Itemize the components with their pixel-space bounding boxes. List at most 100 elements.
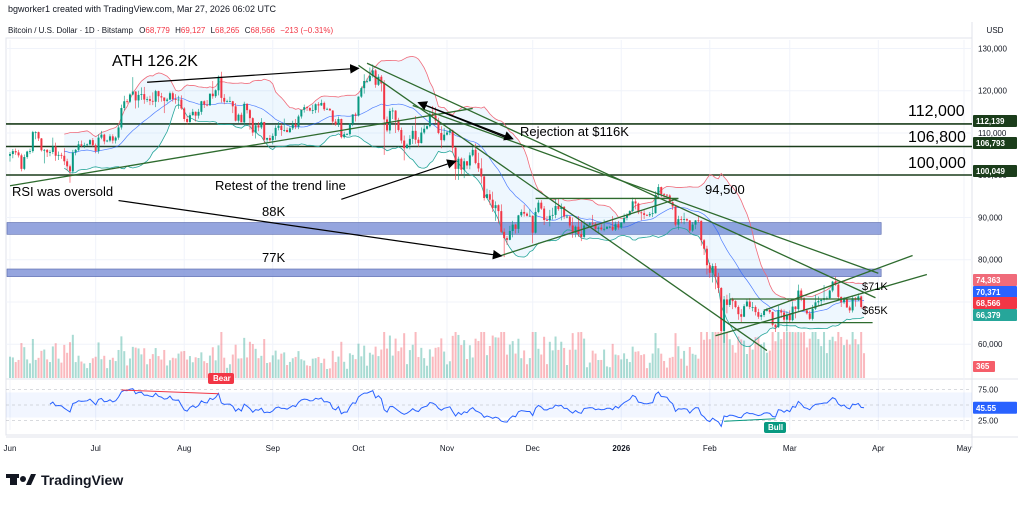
volume-bar: [197, 358, 200, 378]
candle-body: [168, 93, 171, 100]
logo-mark-slash: [26, 474, 36, 485]
mid-falling-line: [412, 104, 879, 274]
volume-bar: [460, 345, 463, 378]
volume-bar: [428, 349, 431, 378]
ohlc-o-label: O: [139, 26, 145, 35]
annotation-label: Retest of the trend line: [215, 178, 346, 193]
candle-body: [17, 152, 20, 156]
y-tick-label: 110,000: [978, 129, 1007, 138]
candle-body: [163, 97, 166, 101]
volume-bar: [537, 348, 540, 378]
candle-body: [677, 219, 680, 225]
volume-bar: [154, 348, 157, 378]
candle-body: [457, 158, 460, 169]
volume-bar: [531, 332, 534, 378]
candle-body: [51, 146, 54, 152]
candle-body: [234, 106, 237, 121]
candle-body: [440, 132, 443, 141]
candle-body: [608, 226, 611, 228]
volume-bar: [354, 359, 357, 378]
candle-body: [77, 144, 80, 150]
volume-bar: [131, 346, 134, 378]
candle-body: [734, 301, 737, 308]
candle-body: [60, 154, 63, 156]
candle-body: [620, 222, 623, 228]
candle-body: [331, 110, 334, 122]
volume-bar: [168, 360, 171, 378]
candle-body: [268, 138, 271, 141]
candle-body: [206, 104, 209, 106]
candle-body: [486, 194, 488, 199]
volume-bar: [600, 359, 603, 378]
price-tag: [973, 297, 1017, 309]
candle-body: [754, 307, 757, 313]
volume-bar: [288, 361, 291, 378]
volume-bar: [263, 339, 266, 378]
volume-bar: [17, 359, 20, 378]
volume-bar: [194, 357, 197, 378]
x-tick-label: Oct: [352, 444, 365, 453]
volume-bar: [734, 352, 737, 378]
candle-body: [63, 155, 66, 162]
candle-body: [737, 307, 740, 315]
candle-body: [568, 216, 571, 226]
candle-body: [483, 176, 486, 199]
price-tag-label: 68,566: [976, 299, 1001, 308]
volume-bar: [814, 332, 817, 378]
candle-body: [328, 108, 331, 111]
candle-body: [248, 110, 251, 119]
volume-bar: [551, 350, 554, 378]
candle-body: [14, 151, 17, 153]
volume-bar: [603, 349, 606, 378]
volume-bar: [745, 354, 748, 378]
volume-bar: [740, 339, 743, 378]
volume-bar: [151, 354, 154, 378]
bull-divergence-line: [724, 418, 776, 422]
candle-body: [837, 284, 840, 297]
candle-body: [246, 103, 249, 111]
volume-bar: [200, 352, 203, 378]
candle-body: [805, 310, 808, 314]
volume-bar: [794, 332, 797, 378]
volume-bar: [703, 339, 706, 378]
volume-bar: [834, 341, 837, 378]
price-tag-label: 66,379: [976, 311, 1001, 320]
candle-body: [723, 299, 726, 332]
candle-body: [400, 129, 403, 141]
candle-body: [605, 226, 608, 229]
volume-bar: [220, 332, 223, 378]
candle-body: [317, 104, 320, 106]
candle-body: [543, 208, 546, 220]
volume-bar: [483, 332, 486, 378]
volume-bar: [474, 338, 477, 378]
volume-bar: [491, 335, 494, 378]
candle-body: [126, 101, 129, 103]
candle-body: [594, 223, 597, 229]
candle-body: [565, 216, 568, 218]
candle-body: [11, 151, 14, 155]
candle-body: [54, 146, 57, 156]
volume-bar: [454, 332, 457, 378]
candle-body: [471, 149, 474, 156]
volume-bar: [300, 359, 303, 378]
candle-body: [74, 149, 77, 153]
volume-bar: [228, 364, 231, 378]
candle-body: [120, 108, 123, 128]
candle-body: [300, 109, 303, 117]
volume-bar: [848, 344, 851, 378]
ohlc-c-label: C: [245, 26, 251, 35]
candle-body: [743, 306, 746, 317]
candle-body: [814, 302, 817, 309]
volume-bar: [226, 367, 229, 378]
candle-body: [266, 138, 269, 140]
volume-bar: [260, 355, 263, 378]
candle-body: [554, 206, 557, 215]
volume-bar: [314, 358, 317, 378]
candle-body: [637, 203, 640, 213]
volume-bar: [694, 354, 697, 378]
annotation-label: 100,000: [908, 155, 966, 172]
volume-bar: [800, 332, 803, 378]
volume-bar: [714, 332, 717, 378]
candle-body: [283, 129, 286, 131]
volume-bar: [348, 353, 351, 378]
